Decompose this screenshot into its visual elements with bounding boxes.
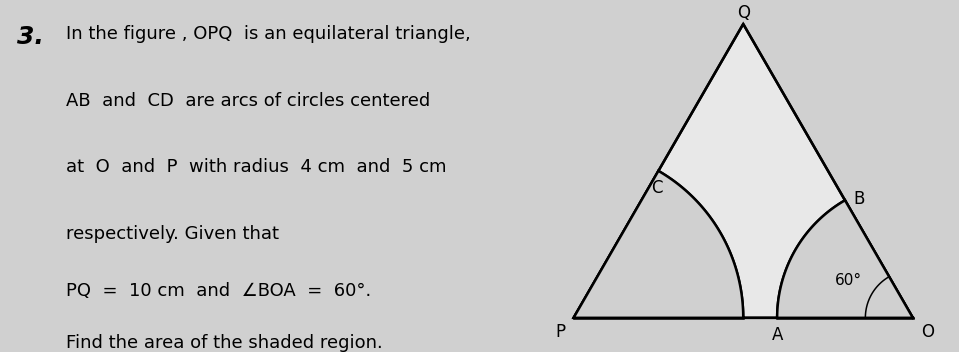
Text: Q: Q	[737, 4, 750, 22]
Text: Find the area of the shaded region.: Find the area of the shaded region.	[66, 334, 383, 352]
Text: P: P	[555, 323, 565, 341]
Text: 3.: 3.	[16, 25, 43, 49]
Text: B: B	[854, 190, 865, 208]
Text: A: A	[771, 326, 783, 344]
Text: 60°: 60°	[834, 273, 862, 288]
Polygon shape	[573, 171, 743, 318]
Text: In the figure , OPQ  is an equilateral triangle,: In the figure , OPQ is an equilateral tr…	[66, 25, 471, 43]
Text: C: C	[651, 180, 663, 197]
Text: at  O  and  P  with radius  4 cm  and  5 cm: at O and P with radius 4 cm and 5 cm	[66, 158, 447, 176]
Polygon shape	[659, 24, 845, 318]
Text: AB  and  CD  are arcs of circles centered: AB and CD are arcs of circles centered	[66, 92, 431, 109]
Text: PQ  =  10 cm  and  ∠BOA  =  60°.: PQ = 10 cm and ∠BOA = 60°.	[66, 282, 371, 300]
Text: O: O	[922, 323, 934, 341]
Polygon shape	[777, 200, 913, 318]
Text: respectively. Given that: respectively. Given that	[66, 225, 279, 243]
